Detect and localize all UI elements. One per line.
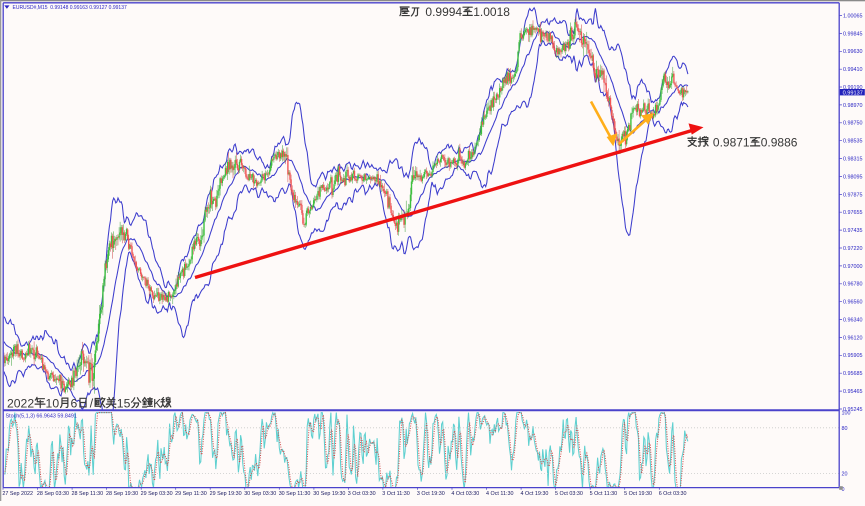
svg-text:10: 10 (46, 396, 60, 410)
svg-text:/: / (90, 396, 94, 410)
svg-text:0.98750: 0.98750 (843, 121, 863, 127)
svg-text:80: 80 (842, 426, 848, 432)
svg-text:0.96780: 0.96780 (843, 282, 863, 288)
svg-text:20: 20 (842, 472, 848, 478)
svg-text:0.97655: 0.97655 (843, 210, 863, 216)
svg-text:6: 6 (71, 396, 78, 410)
svg-text:0.95465: 0.95465 (843, 389, 863, 395)
svg-text:0.97220: 0.97220 (843, 246, 863, 252)
svg-text:0.95245: 0.95245 (843, 407, 863, 413)
svg-text:4 Oct 03:30: 4 Oct 03:30 (451, 491, 479, 497)
svg-text:5 Oct 19:30: 5 Oct 19:30 (624, 491, 652, 497)
svg-text:30 Sep 03:30: 30 Sep 03:30 (244, 491, 276, 497)
svg-text:0.97875: 0.97875 (843, 192, 863, 198)
svg-text:2022: 2022 (7, 396, 34, 410)
svg-text:5 Oct 03:30: 5 Oct 03:30 (555, 491, 583, 497)
svg-text:29 Sep 03:30: 29 Sep 03:30 (141, 491, 173, 497)
svg-text:29 Sep 11:30: 29 Sep 11:30 (175, 491, 207, 497)
svg-text:0.9871: 0.9871 (713, 135, 750, 149)
svg-text:1.00065: 1.00065 (843, 13, 863, 19)
svg-text:0.96340: 0.96340 (843, 318, 863, 324)
svg-text:0.96120: 0.96120 (843, 335, 863, 341)
svg-text:4 Oct 19:30: 4 Oct 19:30 (521, 491, 549, 497)
svg-text:0.98970: 0.98970 (843, 103, 863, 109)
svg-text:30 Sep 11:30: 30 Sep 11:30 (279, 491, 311, 497)
svg-text:28 Sep 19:30: 28 Sep 19:30 (106, 491, 138, 497)
svg-text:0.97000: 0.97000 (843, 264, 863, 270)
svg-text:0.98095: 0.98095 (843, 174, 863, 180)
svg-text:30 Sep 19:30: 30 Sep 19:30 (313, 491, 345, 497)
svg-text:3 Oct 11:30: 3 Oct 11:30 (382, 491, 409, 497)
svg-text:0: 0 (842, 487, 845, 493)
svg-text:4 Oct 11:30: 4 Oct 11:30 (486, 491, 513, 497)
svg-text:6 Oct 03:30: 6 Oct 03:30 (659, 491, 687, 497)
svg-text:3 Oct 19:30: 3 Oct 19:30 (417, 491, 445, 497)
svg-text:K: K (153, 396, 161, 410)
svg-text:0.98315: 0.98315 (843, 157, 863, 163)
svg-text:0.97435: 0.97435 (843, 228, 863, 234)
svg-text:0.95685: 0.95685 (843, 371, 863, 377)
svg-text:29 Sep 19:30: 29 Sep 19:30 (210, 491, 242, 497)
svg-text:EURUSD#,M15 0.99148 0.99163 0: EURUSD#,M15 0.99148 0.99163 0.99127 0.99… (13, 5, 127, 11)
svg-text:15: 15 (117, 396, 131, 410)
svg-text:0.9994: 0.9994 (425, 5, 462, 19)
svg-text:0.95905: 0.95905 (843, 353, 863, 359)
svg-text:0.99190: 0.99190 (843, 85, 863, 91)
svg-text:0.9886: 0.9886 (761, 135, 798, 149)
svg-text:0.96560: 0.96560 (843, 300, 863, 306)
svg-text:1.0018: 1.0018 (473, 5, 510, 19)
svg-text:5 Oct 11:30: 5 Oct 11:30 (590, 491, 617, 497)
svg-text:0.99410: 0.99410 (843, 67, 863, 73)
svg-text:0.99137: 0.99137 (843, 90, 863, 96)
svg-text:0.99630: 0.99630 (843, 49, 863, 55)
svg-text:28 Sep 03:30: 28 Sep 03:30 (37, 491, 69, 497)
svg-text:3 Oct 03:30: 3 Oct 03:30 (348, 491, 376, 497)
svg-text:Stoch(5,1,3) 66.9643 59.8491: Stoch(5,1,3) 66.9643 59.8491 (6, 413, 77, 419)
svg-text:28 Sep 11:30: 28 Sep 11:30 (72, 491, 104, 497)
svg-text:100: 100 (842, 411, 851, 417)
svg-text:0.99845: 0.99845 (843, 31, 863, 37)
svg-text:27 Sep 2022: 27 Sep 2022 (2, 491, 33, 497)
svg-text:0.98535: 0.98535 (843, 139, 863, 145)
